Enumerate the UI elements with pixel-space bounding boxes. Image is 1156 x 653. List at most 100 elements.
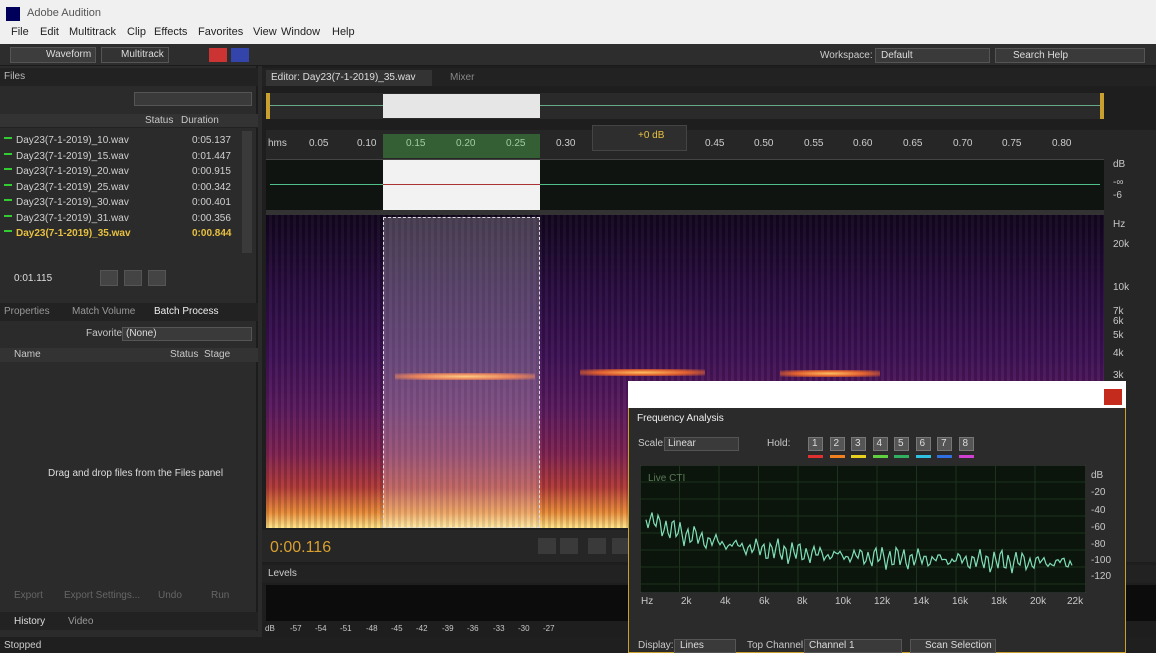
hold-button[interactable] xyxy=(937,437,952,451)
panel-tab[interactable]: History xyxy=(14,616,46,627)
window-control[interactable] xyxy=(1068,6,1088,22)
favorite-dropdown[interactable] xyxy=(122,327,252,341)
menu-item[interactable]: File xyxy=(11,26,29,38)
menu-item[interactable]: View xyxy=(253,26,277,38)
batch-button[interactable]: Export xyxy=(14,590,43,601)
menu-item[interactable]: Help xyxy=(332,26,355,38)
panel-tab[interactable]: Match Volume xyxy=(72,306,136,317)
menu-item[interactable]: Edit xyxy=(40,26,59,38)
hold-number[interactable]: 8 xyxy=(962,438,969,449)
column-header[interactable]: Name xyxy=(14,349,41,360)
window-control[interactable] xyxy=(1144,6,1156,22)
file-name[interactable]: Day23(7-1-2019)_31.wav xyxy=(16,212,129,224)
splitter xyxy=(266,210,1104,215)
waveform-button[interactable] xyxy=(10,47,96,63)
hold-button[interactable] xyxy=(915,437,931,451)
search-box[interactable] xyxy=(995,48,1145,63)
column-header[interactable]: Stage xyxy=(204,349,231,360)
preview-button[interactable] xyxy=(124,270,142,286)
panel-tab[interactable]: Batch Process xyxy=(154,306,219,317)
batch-button[interactable]: Undo xyxy=(158,590,182,601)
hz-label: Hz xyxy=(1113,219,1126,230)
hold-number[interactable]: 1 xyxy=(812,438,818,449)
drop-hint: Drag and drop files from the Files panel xyxy=(48,468,224,479)
current-time: 0:00.116 xyxy=(270,539,332,556)
close-button[interactable] xyxy=(1104,389,1122,405)
preview-button[interactable] xyxy=(100,270,118,286)
workspace-dropdown[interactable] xyxy=(875,48,990,63)
transport-button[interactable] xyxy=(538,538,556,554)
channel-value[interactable]: Channel 1 xyxy=(809,640,855,651)
file-name[interactable]: Day23(7-1-2019)_30.wav xyxy=(16,197,129,208)
spectral-streak xyxy=(580,369,705,376)
ruler-label: 0.30 xyxy=(556,138,576,149)
menu-item[interactable]: Window xyxy=(281,26,321,38)
frequency-tab[interactable]: Frequency Analysis xyxy=(637,413,724,424)
menu-item[interactable]: Favorites xyxy=(198,26,244,38)
files-search[interactable] xyxy=(134,92,252,106)
batch-button[interactable]: Run xyxy=(211,590,230,601)
editor-tab-label[interactable]: Editor: Day23(7-1-2019)_35.wav xyxy=(271,72,416,83)
file-name[interactable]: Day23(7-1-2019)_15.wav xyxy=(16,150,129,162)
file-duration[interactable]: 0:01.447 xyxy=(192,150,231,162)
menu-item[interactable]: Multitrack xyxy=(69,26,117,38)
file-duration[interactable]: 0:00.356 xyxy=(192,212,231,224)
window-control[interactable] xyxy=(1106,6,1126,22)
file-name[interactable]: Day23(7-1-2019)_20.wav xyxy=(16,166,129,177)
transport-button[interactable] xyxy=(612,538,630,554)
hold-number[interactable]: 4 xyxy=(876,438,883,449)
file-name[interactable]: Day23(7-1-2019)_10.wav xyxy=(16,135,129,146)
scale-dropdown[interactable] xyxy=(664,437,739,451)
menu-item[interactable]: Clip xyxy=(127,26,146,38)
ruler-label: 0.10 xyxy=(357,138,377,149)
file-duration[interactable]: 0:00.844 xyxy=(192,228,232,239)
file-duration[interactable]: 0:00.342 xyxy=(192,181,231,193)
preview-button[interactable] xyxy=(148,270,166,286)
display-value[interactable]: Lines xyxy=(680,640,704,651)
hold-color xyxy=(894,455,909,458)
tool-button[interactable] xyxy=(209,48,227,62)
scale-value[interactable]: Linear xyxy=(668,438,696,449)
column-header[interactable]: Status xyxy=(170,349,199,360)
hold-button[interactable] xyxy=(958,437,974,451)
batch-button[interactable]: Export Settings... xyxy=(64,590,141,601)
mixer-tab[interactable]: Mixer xyxy=(450,72,475,83)
file-name[interactable]: Day23(7-1-2019)_25.wav xyxy=(16,181,129,193)
hold-number[interactable]: 7 xyxy=(941,438,947,449)
levels-tab[interactable]: Levels xyxy=(268,568,297,579)
file-icon xyxy=(4,183,12,192)
favorite-value[interactable]: (None) xyxy=(126,328,157,339)
transport-button[interactable] xyxy=(588,538,606,554)
tool-button[interactable] xyxy=(231,48,249,62)
column-header[interactable]: Status xyxy=(145,115,174,126)
hold-button[interactable] xyxy=(872,437,888,451)
files-tab[interactable]: Files xyxy=(4,71,26,82)
hold-number[interactable]: 2 xyxy=(833,438,840,449)
levels-label: -48 xyxy=(366,624,378,633)
search-placeholder[interactable]: Search Help xyxy=(1013,50,1069,61)
waveform-label[interactable]: Waveform xyxy=(46,49,92,60)
hold-button[interactable] xyxy=(808,437,823,451)
hold-button[interactable] xyxy=(894,437,909,451)
file-duration[interactable]: 0:00.915 xyxy=(192,166,231,177)
multitrack-label[interactable]: Multitrack xyxy=(121,49,164,60)
hold-number[interactable]: 5 xyxy=(898,438,904,449)
editor-tab[interactable] xyxy=(266,70,432,86)
file-duration[interactable]: 0:05.137 xyxy=(192,135,231,146)
transport-button[interactable] xyxy=(560,538,578,554)
scan-label[interactable]: Scan Selection xyxy=(925,640,992,651)
file-duration[interactable]: 0:00.401 xyxy=(192,197,231,208)
column-header[interactable]: Duration xyxy=(181,115,219,126)
file-name[interactable]: Day23(7-1-2019)_35.wav xyxy=(16,228,131,239)
panel-tab[interactable]: Properties xyxy=(4,306,50,317)
status-text: Stopped xyxy=(4,640,42,651)
hold-number[interactable]: 6 xyxy=(919,438,926,449)
multitrack-button[interactable] xyxy=(101,47,169,63)
hold-button[interactable] xyxy=(851,437,866,451)
db-axis-label: -120 xyxy=(1091,571,1112,582)
workspace-value[interactable]: Default xyxy=(881,50,913,61)
hold-number[interactable]: 3 xyxy=(855,438,861,449)
panel-tab[interactable]: Video xyxy=(68,616,94,627)
menu-item[interactable]: Effects xyxy=(154,26,188,38)
hold-button[interactable] xyxy=(829,437,845,451)
